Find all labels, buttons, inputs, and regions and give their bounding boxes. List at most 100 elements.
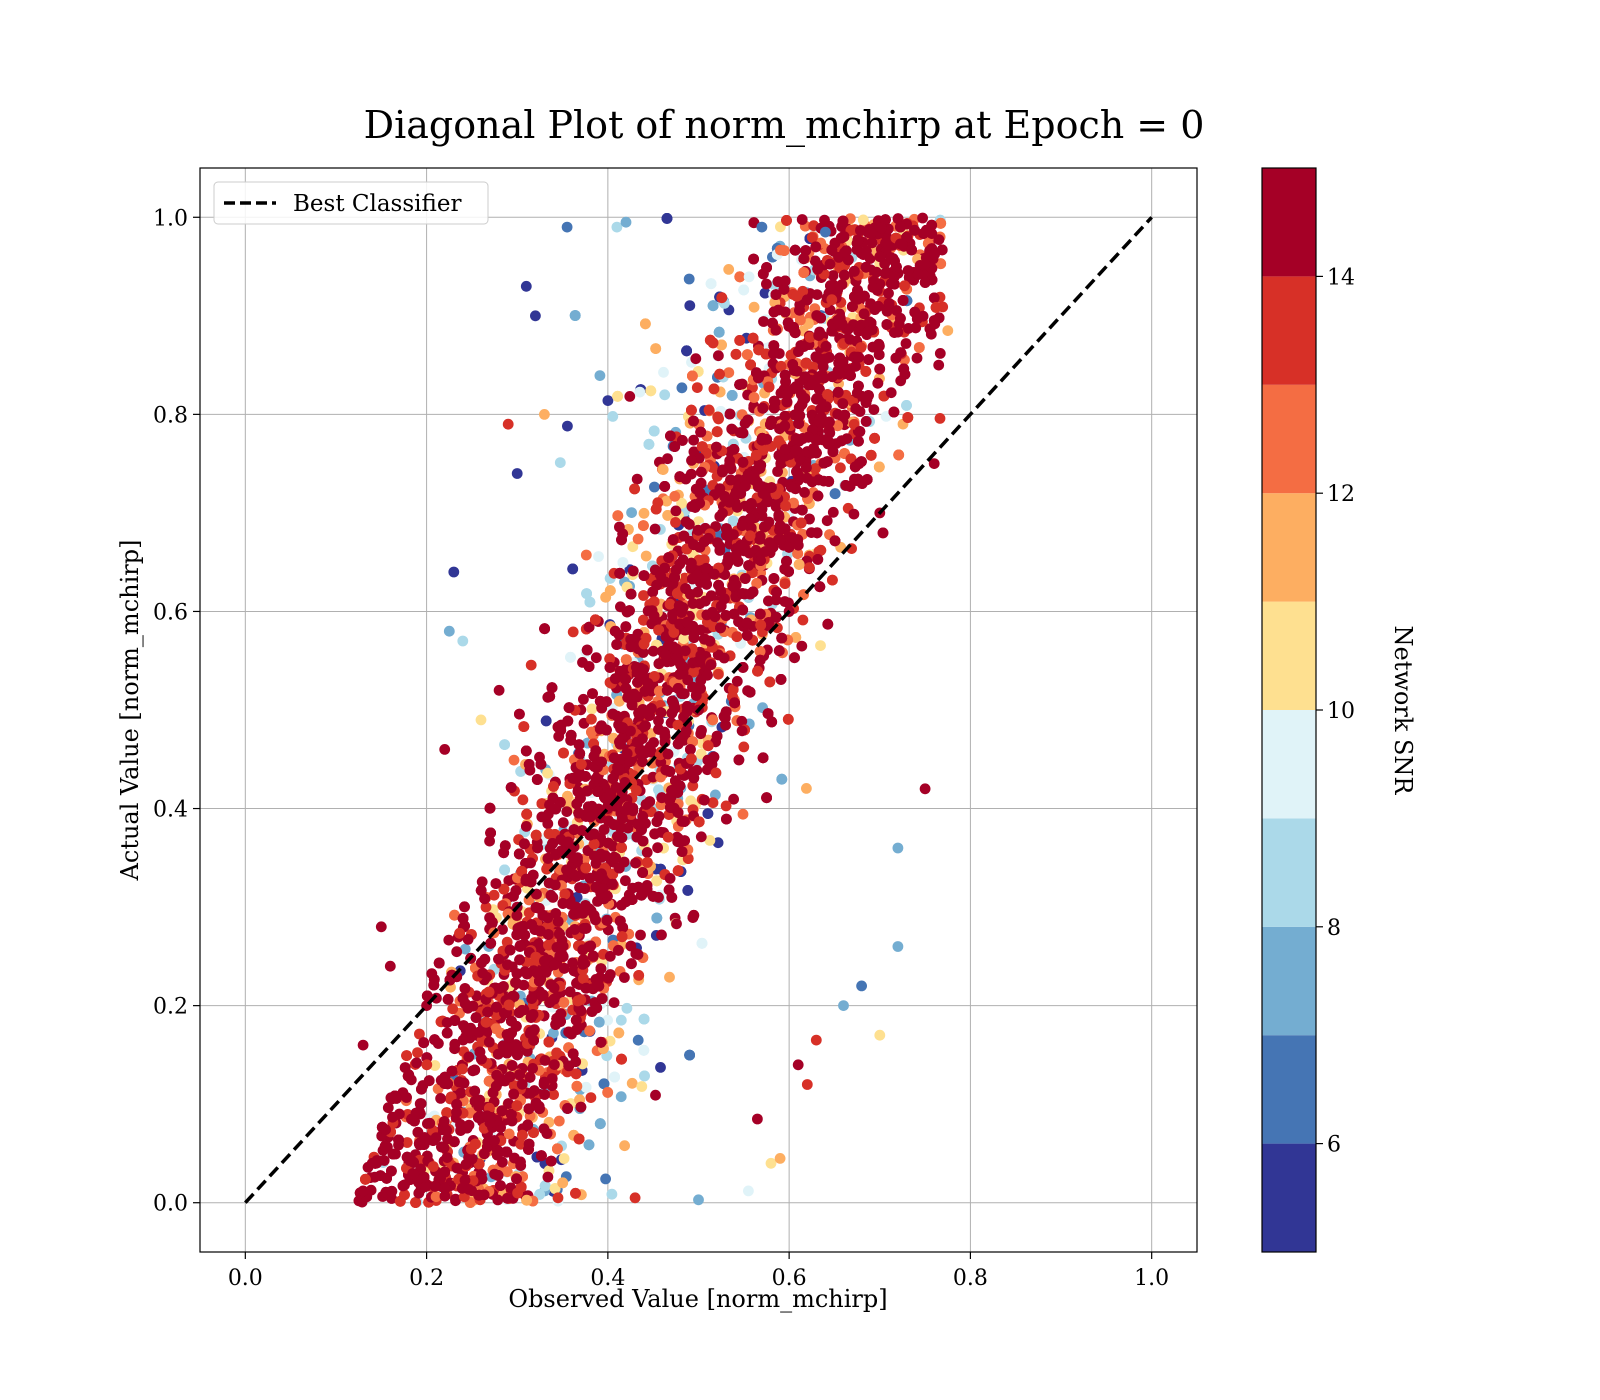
- scatter-point: [578, 693, 589, 705]
- scatter-point: [690, 353, 702, 365]
- scatter-point: [858, 308, 870, 320]
- scatter-point: [685, 795, 697, 807]
- scatter-point: [609, 625, 621, 637]
- scatter-point: [716, 292, 728, 304]
- scatter-point: [469, 1064, 481, 1076]
- scatter-point: [712, 837, 724, 849]
- scatter-point: [410, 1197, 421, 1208]
- scatter-point: [727, 515, 739, 527]
- scatter-point: [701, 764, 713, 776]
- scatter-point: [447, 1003, 459, 1015]
- scatter-point: [723, 264, 735, 275]
- scatter-point: [615, 1091, 627, 1103]
- scatter-point: [497, 924, 508, 935]
- scatter-point: [565, 651, 576, 663]
- scatter-point: [414, 1028, 425, 1040]
- scatter-point: [678, 633, 690, 645]
- scatter-point: [608, 997, 620, 1008]
- scatter-point: [790, 632, 802, 643]
- scatter-point: [612, 510, 624, 522]
- scatter-point: [688, 415, 699, 427]
- scatter-point: [661, 495, 672, 507]
- scatter-point: [683, 518, 695, 530]
- scatter-point: [873, 461, 885, 473]
- scatter-point: [587, 688, 598, 699]
- scatter-point: [686, 404, 697, 416]
- scatter-point: [635, 929, 646, 941]
- scatter-point: [632, 1034, 644, 1046]
- scatter-point: [901, 400, 912, 411]
- scatter-point: [775, 244, 786, 256]
- scatter-point: [574, 748, 586, 759]
- scatter-point: [716, 339, 727, 351]
- scatter-point: [593, 1016, 605, 1028]
- scatter-point: [737, 808, 749, 820]
- scatter-point: [586, 713, 597, 725]
- scatter-point: [638, 520, 649, 531]
- scatter-point: [688, 434, 699, 446]
- scatter-point: [708, 383, 720, 395]
- scatter-point: [639, 1070, 650, 1082]
- scatter-point: [664, 971, 675, 983]
- scatter-point: [638, 614, 649, 626]
- scatter-point: [650, 503, 662, 515]
- scatter-point: [661, 213, 673, 224]
- scatter-point: [637, 867, 648, 878]
- scatter-point: [663, 884, 675, 896]
- scatter-point: [620, 875, 631, 887]
- scatter-point: [687, 370, 698, 382]
- scatter-point: [641, 847, 653, 858]
- scatter-point: [731, 631, 743, 642]
- scatter-point: [613, 1027, 625, 1039]
- scatter-point: [873, 349, 885, 361]
- scatter-point: [641, 857, 653, 868]
- scatter-point: [857, 214, 869, 226]
- scatter-point: [813, 546, 825, 557]
- scatter-point: [724, 408, 736, 420]
- scatter-point: [586, 726, 597, 738]
- scatter-point: [753, 344, 765, 356]
- scatter-point: [609, 1071, 620, 1083]
- scatter-point: [827, 270, 839, 281]
- scatter-point: [542, 1171, 554, 1183]
- scatter-point: [776, 773, 788, 785]
- scatter-point: [695, 831, 707, 843]
- scatter-point: [513, 848, 525, 860]
- scatter-point: [590, 652, 602, 664]
- scatter-point: [615, 1014, 627, 1026]
- scatter-point: [518, 920, 529, 932]
- scatter-point: [710, 767, 722, 779]
- scatter-point: [488, 889, 500, 901]
- scatter-point: [548, 1027, 559, 1039]
- scatter-point: [658, 366, 669, 378]
- scatter-point: [759, 287, 771, 299]
- scatter-point: [855, 342, 867, 353]
- scatter-point: [567, 626, 579, 638]
- scatter-point: [443, 934, 455, 946]
- scatter-point: [676, 497, 688, 509]
- scatter-point: [503, 1128, 515, 1140]
- scatter-point: [704, 835, 716, 846]
- scatter-point: [913, 342, 925, 353]
- scatter-point: [662, 510, 674, 521]
- scatter-point: [621, 1002, 633, 1014]
- scatter-point: [683, 273, 695, 285]
- scatter-point: [648, 425, 660, 437]
- scatter-point: [501, 1166, 513, 1178]
- scatter-point: [819, 214, 830, 226]
- scatter-point: [800, 357, 812, 369]
- scatter-point: [748, 301, 760, 313]
- scatter-point: [893, 449, 905, 461]
- scatter-point: [837, 215, 849, 227]
- scatter-point: [710, 521, 721, 532]
- scatter-point: [505, 782, 517, 793]
- scatter-point: [600, 1173, 611, 1185]
- scatter-point: [613, 944, 624, 956]
- scatter-point: [705, 278, 717, 290]
- scatter-point: [703, 404, 715, 416]
- scatter-point: [435, 1093, 446, 1104]
- scatter-point: [442, 994, 454, 1005]
- scatter-point: [835, 462, 846, 474]
- scatter-point: [580, 1081, 592, 1093]
- scatter-point: [558, 747, 569, 759]
